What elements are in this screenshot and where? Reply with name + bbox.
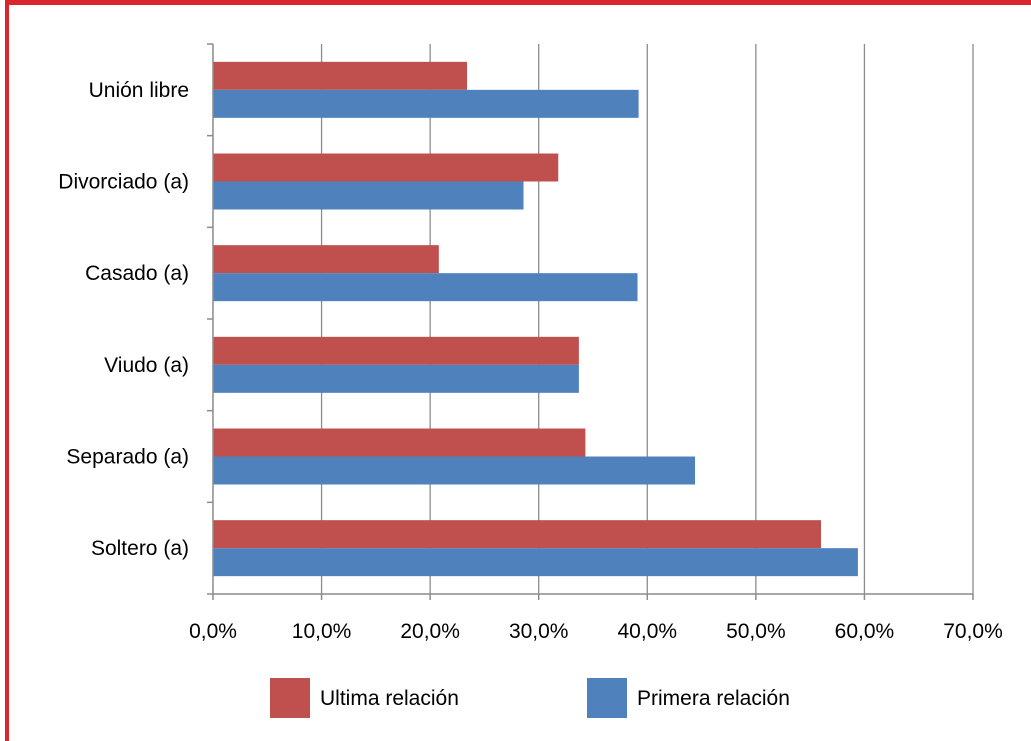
bars — [213, 61, 858, 577]
bar-primera — [213, 273, 638, 302]
legend-swatch-ultima — [270, 678, 310, 718]
legend: Ultima relación Primera relación — [270, 678, 790, 718]
bar-primera — [213, 456, 696, 485]
category-label: Casado (a) — [85, 262, 189, 285]
x-tick-label: 50,0% — [726, 620, 786, 643]
x-tick-label: 70,0% — [943, 620, 1003, 643]
bar-ultima — [213, 336, 579, 365]
legend-label-primera: Primera relación — [637, 687, 790, 710]
bar-primera — [213, 181, 524, 210]
category-label: Viudo (a) — [104, 354, 189, 377]
category-label: Unión libre — [89, 79, 189, 102]
bar-ultima — [213, 153, 559, 182]
legend-label-ultima: Ultima relación — [320, 687, 459, 710]
bar-ultima — [213, 245, 439, 274]
bar-primera — [213, 364, 579, 393]
bar-primera — [213, 548, 858, 577]
x-tick-label: 30,0% — [509, 620, 569, 643]
category-label: Divorciado (a) — [58, 171, 189, 194]
x-tick-labels: 0,0% 10,0% 20,0% 30,0% 40,0% 50,0% 60,0% 70,0% — [189, 620, 1003, 643]
legend-swatch-primera — [587, 678, 627, 718]
frame-border-left — [5, 0, 9, 741]
category-label: Soltero (a) — [91, 537, 189, 560]
axes — [207, 43, 974, 600]
frame-border-top — [5, 0, 1031, 5]
bar-ultima — [213, 428, 586, 457]
x-tick-label: 40,0% — [618, 620, 678, 643]
category-label: Separado (a) — [66, 446, 189, 469]
grid-lines — [320, 44, 974, 594]
x-tick-label: 10,0% — [292, 620, 352, 643]
bar-ultima — [213, 520, 821, 549]
bar-primera — [213, 89, 639, 118]
bar-ultima — [213, 61, 468, 90]
x-tick-label: 60,0% — [835, 620, 895, 643]
x-tick-label: 0,0% — [189, 620, 237, 643]
x-tick-label: 20,0% — [400, 620, 460, 643]
category-labels: Soltero (a) Separado (a) Viudo (a) Casado (… — [58, 79, 189, 560]
